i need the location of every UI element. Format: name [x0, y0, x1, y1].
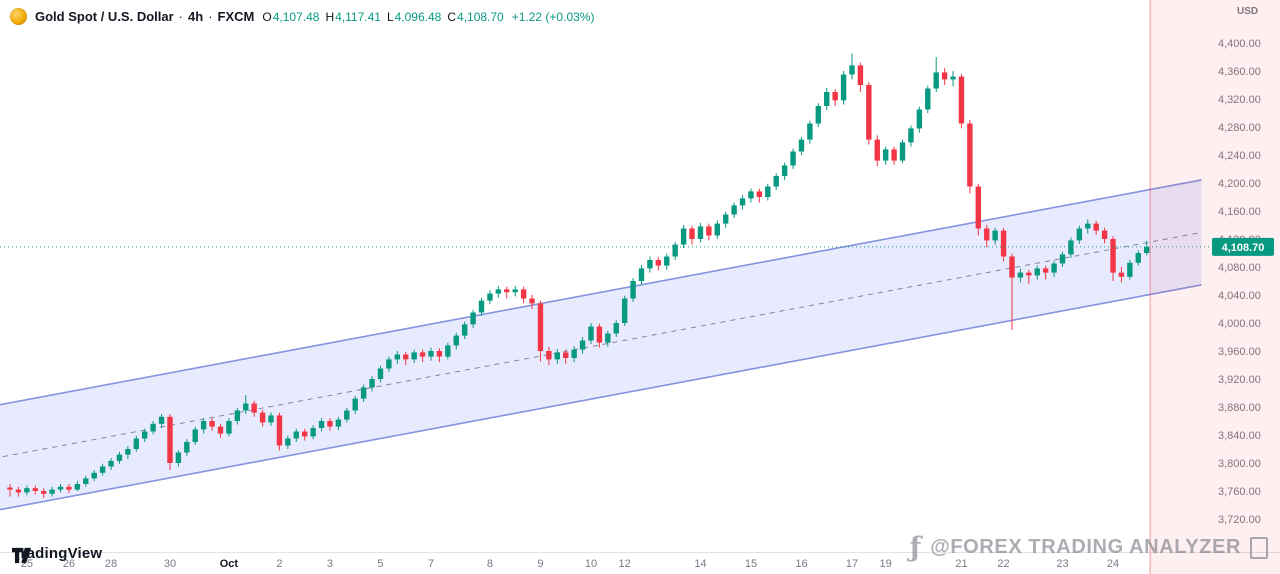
svg-text:4,280.00: 4,280.00: [1218, 122, 1261, 134]
svg-text:4,400.00: 4,400.00: [1218, 38, 1261, 50]
svg-text:3,960.00: 3,960.00: [1218, 346, 1261, 358]
tradingview-logo-text: TradingView: [12, 545, 103, 562]
svg-text:26: 26: [63, 558, 75, 570]
svg-text:7: 7: [428, 558, 434, 570]
svg-text:3,720.00: 3,720.00: [1218, 514, 1261, 526]
svg-text:4,080.00: 4,080.00: [1218, 262, 1261, 274]
svg-text:4,320.00: 4,320.00: [1218, 94, 1261, 106]
trend-channel[interactable]: [0, 179, 1202, 511]
svg-text:23: 23: [1056, 558, 1068, 570]
svg-text:21: 21: [955, 558, 967, 570]
low-value: L 4,096.48: [386, 9, 442, 24]
watermark-clipped-icon: [1250, 536, 1268, 559]
svg-text:4,160.00: 4,160.00: [1218, 206, 1261, 218]
svg-text:3,760.00: 3,760.00: [1218, 486, 1261, 498]
svg-text:17: 17: [846, 558, 858, 570]
chart-legend[interactable]: Gold Spot / U.S. Dollar · 4h · FXCM O 4,…: [10, 8, 594, 25]
svg-text:28: 28: [105, 558, 117, 570]
svg-text:15: 15: [745, 558, 757, 570]
svg-text:14: 14: [694, 558, 706, 570]
svg-text:10: 10: [585, 558, 597, 570]
svg-text:3,800.00: 3,800.00: [1218, 458, 1261, 470]
svg-text:4,000.00: 4,000.00: [1218, 318, 1261, 330]
svg-text:3: 3: [327, 558, 333, 570]
svg-text:22: 22: [997, 558, 1009, 570]
gold-symbol-icon: [10, 8, 27, 25]
svg-text:4,240.00: 4,240.00: [1218, 150, 1261, 162]
svg-text:2: 2: [276, 558, 282, 570]
legend-separator: ·: [178, 9, 184, 24]
svg-text:8: 8: [487, 558, 493, 570]
svg-text:3,840.00: 3,840.00: [1218, 430, 1261, 442]
svg-text:4,360.00: 4,360.00: [1218, 66, 1261, 78]
svg-text:30: 30: [164, 558, 176, 570]
svg-text:5: 5: [377, 558, 383, 570]
legend-separator: ·: [208, 9, 213, 24]
svg-text:3,920.00: 3,920.00: [1218, 374, 1261, 386]
close-value: C 4,108.70: [447, 9, 504, 24]
watermark: ƒ @FOREX TRADING ANALYZER: [910, 534, 1268, 561]
svg-text:4,108.70: 4,108.70: [1222, 242, 1265, 254]
interval-label[interactable]: 4h: [188, 9, 204, 24]
projection-zone[interactable]: [1149, 0, 1280, 574]
svg-text:3,880.00: 3,880.00: [1218, 402, 1261, 414]
change-value: +1.22 (+0.03%): [511, 9, 595, 24]
tradingview-logo[interactable]: TradingView: [12, 545, 103, 564]
watermark-text: @FOREX TRADING ANALYZER: [930, 536, 1241, 558]
svg-text:16: 16: [795, 558, 807, 570]
open-value: O 4,107.48: [262, 9, 320, 24]
exchange-label: FXCM: [217, 9, 255, 24]
svg-text:19: 19: [880, 558, 892, 570]
svg-text:Oct: Oct: [220, 558, 239, 570]
svg-text:4,040.00: 4,040.00: [1218, 290, 1261, 302]
symbol-name: Gold Spot / U.S. Dollar: [35, 9, 174, 24]
last-price-badge[interactable]: 4,108.70: [1212, 237, 1274, 256]
svg-text:24: 24: [1107, 558, 1119, 570]
symbol-title[interactable]: Gold Spot / U.S. Dollar · 4h · FXCM: [35, 9, 254, 24]
price-axis[interactable]: 4,400.00 4,360.00 4,320.00 4,280.00 4,240.00…: [1218, 6, 1261, 526]
svg-text:4,200.00: 4,200.00: [1218, 178, 1261, 190]
svg-text:9: 9: [537, 558, 543, 570]
tradingview-logo-icon: [12, 547, 31, 564]
watermark-logo-icon: ƒ: [909, 532, 922, 563]
currency-label: USD: [1237, 6, 1258, 17]
svg-text:12: 12: [619, 558, 631, 570]
candlesticks[interactable]: [7, 53, 1150, 499]
ohlc-values: O 4,107.48 H 4,117.41 L 4,096.48 C 4,108…: [262, 10, 503, 24]
high-value: H 4,117.41: [325, 9, 381, 24]
